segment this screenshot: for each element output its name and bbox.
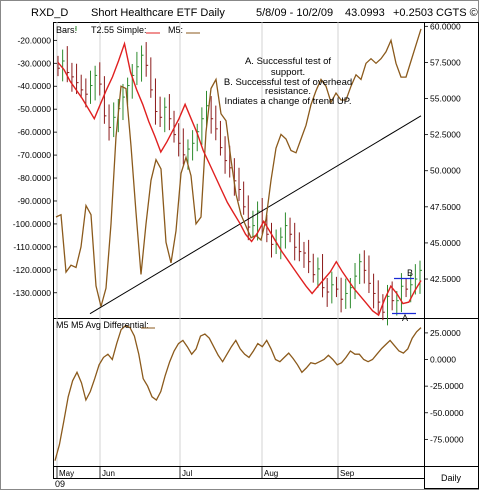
annotation-line-2: support.: [271, 67, 305, 78]
right-axis-label: 42.5000: [430, 274, 461, 284]
annotation-line-5: Indiates a change of trend UP.: [224, 96, 351, 107]
left-axis-label: -70.0000: [17, 150, 51, 160]
right-axis-label: 52.5000: [430, 130, 461, 140]
left-axis-label: -50.0000: [17, 104, 51, 114]
right-axis-label: 50.0000: [430, 166, 461, 176]
header-date-range: 5/8/09 - 10/2/09: [256, 7, 333, 19]
left-axis-label: -110.0000: [13, 242, 51, 252]
m5-line: [55, 28, 422, 307]
annotation-line-3: B. Successful test of overhead: [224, 77, 352, 88]
x-tick-label: Aug: [264, 469, 278, 478]
indicator-lines: [54, 28, 422, 461]
diff-axis-label: 0.0000: [430, 355, 456, 365]
right-axis-label: 57.5000: [430, 57, 461, 67]
t255-line: [57, 41, 422, 317]
marker-a-label: A: [402, 313, 408, 323]
annotation-line-4: resistance.: [265, 86, 311, 97]
x-tick-label: Jul: [182, 469, 192, 478]
left-axis-label: -40.0000: [17, 81, 51, 91]
right-axis-label: 60.0000: [430, 21, 461, 31]
right-axis-label: 45.0000: [430, 238, 461, 248]
annotation-line-1: A. Successful test of: [245, 56, 331, 67]
trendline: [89, 115, 422, 315]
left-axis-label: -130.0000: [13, 288, 52, 298]
left-axis-label: -30.0000: [17, 58, 51, 68]
header-name: Short Healthcare ETF Daily: [91, 7, 225, 19]
right-axis-label: 55.0000: [430, 94, 461, 104]
x-tick-label: Jun: [102, 469, 115, 478]
left-axis-label: -100.0000: [13, 219, 52, 229]
axis-layer: May Jun Jul Aug Sep 60.0000 57.5000 55.0000 52.5…: [13, 21, 464, 478]
period-label: Daily: [441, 473, 462, 483]
legend-m5-diff: M5 M5 Avg Differential:: [56, 320, 149, 330]
legend-bars: Bars:: [56, 25, 77, 35]
header-change: +0.2503: [393, 7, 433, 19]
left-axis-label: -60.0000: [17, 127, 51, 137]
diff-axis-label: -75.0000: [430, 434, 464, 444]
x-tick-label: Sep: [340, 469, 355, 478]
diff-axis-label: -50.0000: [430, 408, 464, 418]
left-axis-label: -20.0000: [17, 35, 51, 45]
legend-m5: M5:: [168, 25, 183, 35]
right-axis-label: 47.5000: [430, 202, 461, 212]
left-axis-label: -120.0000: [13, 265, 52, 275]
marker-b-label: B: [407, 268, 413, 278]
legend-t255: T2.55 Simple:: [91, 25, 147, 35]
header-symbol: RXD_D: [31, 7, 68, 19]
left-axis-label: -80.0000: [17, 173, 51, 183]
left-axis-label: -90.0000: [17, 196, 51, 206]
annotation-text: A. Successful test of support. B. Succes…: [224, 56, 352, 107]
header-last: 43.0993: [345, 7, 385, 19]
diff-axis-label: 25.0000: [430, 328, 461, 338]
year-label: 09: [55, 479, 65, 489]
price-bars: [57, 42, 422, 326]
diff-axis-label: -25.0000: [430, 381, 464, 391]
m5-diff-line: [54, 324, 422, 461]
x-tick-label: May: [59, 469, 74, 478]
header-copyright: CGTS ©: [436, 7, 478, 19]
